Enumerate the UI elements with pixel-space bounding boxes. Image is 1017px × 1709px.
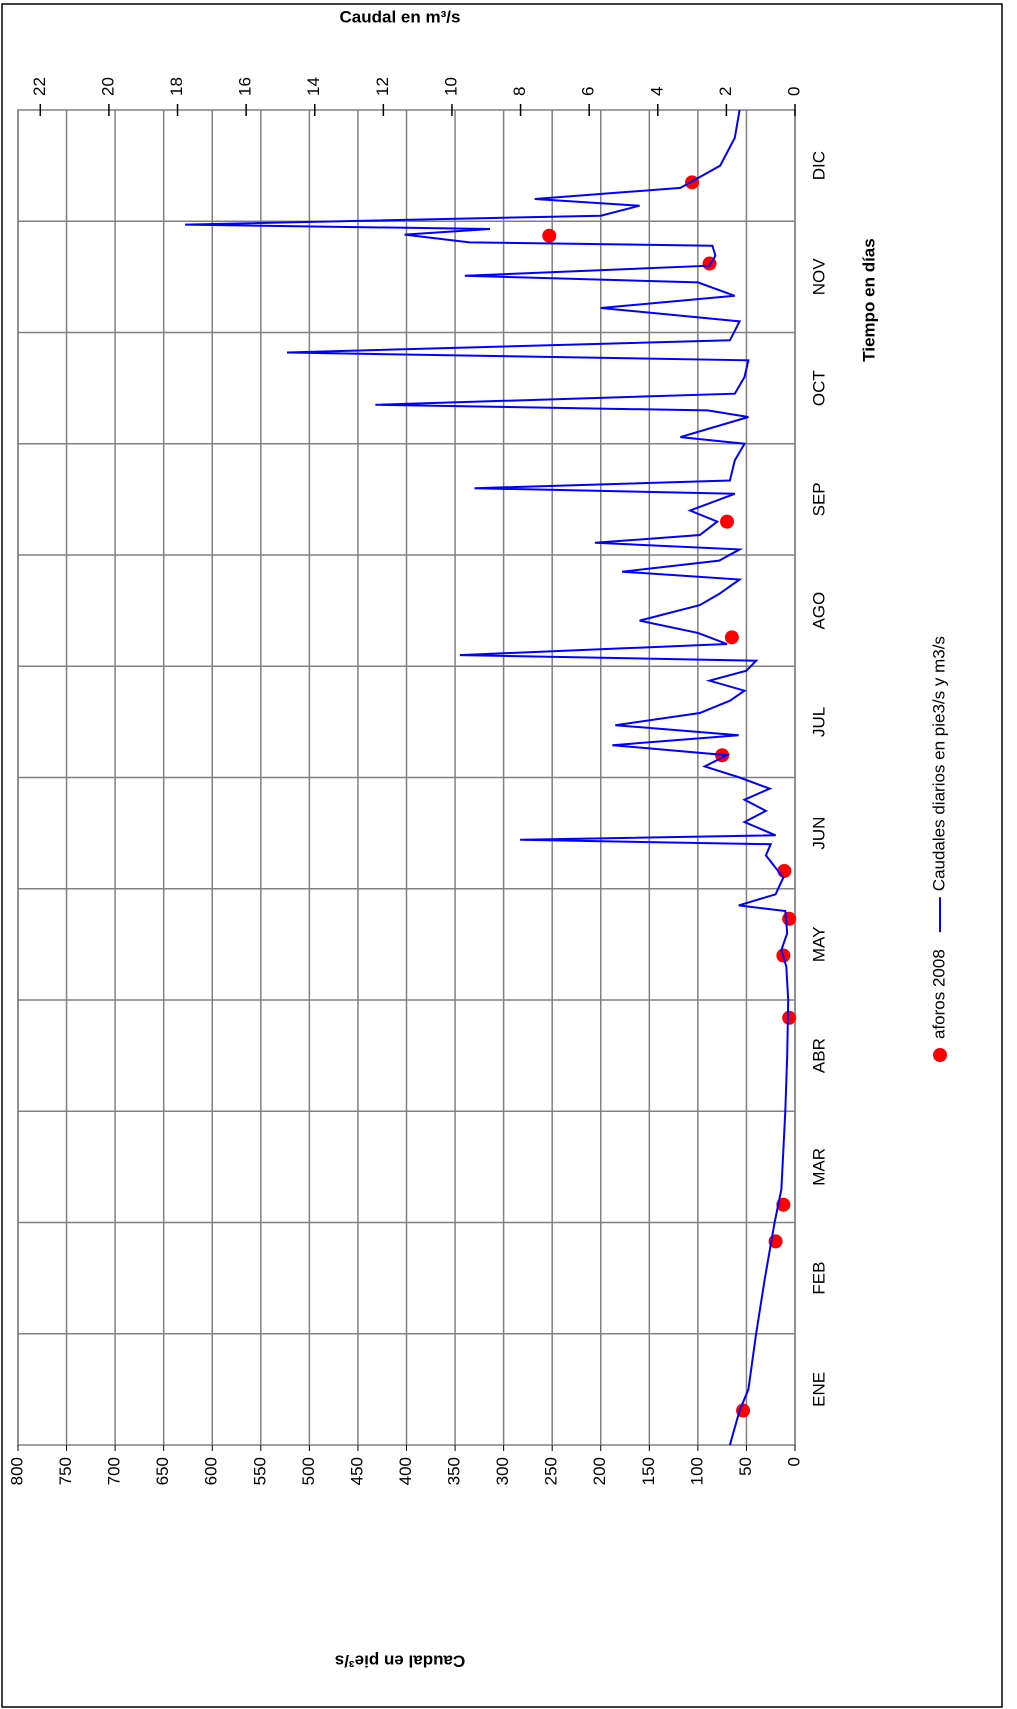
x-tick-label: MAY	[809, 927, 828, 963]
gauge-point	[777, 863, 792, 878]
y2-tick-label: 12	[373, 77, 392, 96]
y-tick-label: 700	[105, 1457, 124, 1485]
y2-tick-label: 16	[236, 77, 255, 96]
y-tick-label: 250	[542, 1457, 561, 1485]
gauge-point	[542, 228, 557, 243]
y-axis-title: Caudal en pie³/s	[335, 1652, 465, 1671]
y2-axis-title: Caudal en m³/s	[340, 7, 461, 26]
flow-line	[185, 109, 790, 1446]
y2-tick-label: 4	[647, 87, 666, 96]
y2-tick-label: 6	[579, 87, 598, 96]
legend-label: Caudales diarios en pie3/s y m3/s	[929, 636, 948, 891]
x-tick-label: OCT	[809, 370, 828, 406]
x-tick-label: NOV	[809, 258, 828, 296]
y-tick-label: 400	[396, 1457, 415, 1485]
y-tick-label: 0	[784, 1457, 803, 1466]
x-tick-label: DIC	[809, 151, 828, 180]
x-tick-label: JUL	[809, 707, 828, 737]
y-tick-label: 300	[493, 1457, 512, 1485]
plot-group: Caudal en pie³/s Caudal en m³/s Tiempo e…	[1, 3, 1003, 1708]
legend-label: aforos 2008	[929, 949, 948, 1039]
x-tick-label: SEP	[809, 482, 828, 516]
x-tick-label: JUN	[809, 817, 828, 850]
gauge-point	[720, 514, 735, 529]
y2-tick-label: 18	[167, 77, 186, 96]
y-tick-label: 350	[445, 1457, 464, 1485]
y-tick-label: 200	[590, 1457, 609, 1485]
x-tick-label: FEB	[809, 1262, 828, 1295]
y-tick-label: 650	[153, 1457, 172, 1485]
x-axis-title: Tiempo en días	[859, 238, 878, 361]
y-tick-label: 500	[299, 1457, 318, 1485]
legend-marker	[933, 1048, 947, 1062]
y-tick-label: 100	[687, 1457, 706, 1485]
frame	[1, 3, 1003, 1708]
y2-tick-label: 10	[441, 77, 460, 96]
x-tick-label: MAR	[809, 1148, 828, 1186]
x-tick-label: ABR	[809, 1038, 828, 1073]
y-tick-label: 800	[7, 1457, 26, 1485]
y2-tick-label: 2	[716, 87, 735, 96]
y-tick-label: 150	[639, 1457, 658, 1485]
x-tick-label: AGO	[809, 592, 828, 630]
gauge-point	[782, 1010, 797, 1025]
y-tick-label: 450	[347, 1457, 366, 1485]
y-tick-label: 600	[202, 1457, 221, 1485]
gauge-point	[724, 630, 739, 645]
y2-tick-label: 22	[30, 77, 49, 96]
x-tick-label: ENE	[809, 1372, 828, 1407]
y-tick-label: 750	[56, 1457, 75, 1485]
y-tick-label: 550	[250, 1457, 269, 1485]
y2-tick-label: 14	[304, 77, 323, 96]
gauge-point	[782, 911, 797, 926]
y-tick-label: 50	[736, 1457, 755, 1476]
y2-tick-label: 20	[98, 77, 117, 96]
y2-tick-label: 0	[784, 87, 803, 96]
y2-tick-label: 8	[510, 87, 529, 96]
